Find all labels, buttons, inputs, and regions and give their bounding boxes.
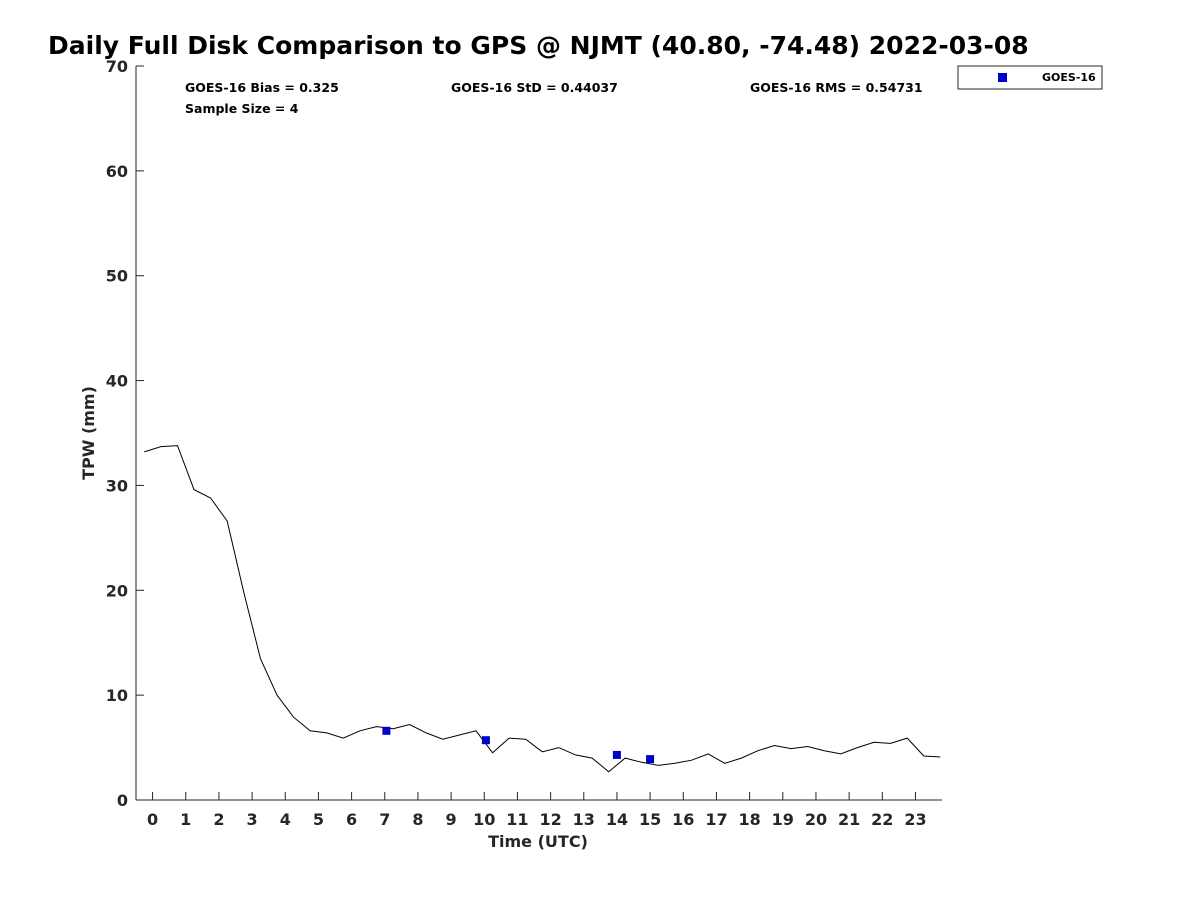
x-tick-label: 19: [772, 810, 794, 829]
x-tick-label: 1: [180, 810, 191, 829]
x-tick-label: 8: [412, 810, 423, 829]
x-tick-label: 21: [838, 810, 860, 829]
legend-box: [957, 65, 1103, 90]
legend-marker: [998, 73, 1007, 82]
gps-tpw-line: [144, 445, 941, 773]
x-tick-label: 23: [904, 810, 926, 829]
y-tick-label: 40: [106, 372, 128, 391]
x-tick-label: 3: [247, 810, 258, 829]
y-tick-label: 0: [117, 791, 128, 810]
y-tick-label: 70: [106, 57, 128, 76]
x-tick-label: 9: [446, 810, 457, 829]
y-tick-label: 50: [106, 267, 128, 286]
stat-std: GOES-16 StD = 0.44037: [451, 80, 618, 95]
x-tick-label: 12: [539, 810, 561, 829]
x-tick-label: 15: [639, 810, 661, 829]
y-tick-label: 20: [106, 581, 128, 600]
x-tick-label: 10: [473, 810, 495, 829]
x-tick-label: 13: [573, 810, 595, 829]
y-ticks: 0 10 20 30 40 50 60 70: [106, 57, 144, 810]
y-tick-label: 30: [106, 476, 128, 495]
y-tick-label: 60: [106, 162, 128, 181]
goes16-points: [382, 726, 655, 764]
x-axis-label: Time (UTC): [488, 832, 588, 851]
x-tick-label: 17: [705, 810, 727, 829]
x-tick-label: 5: [313, 810, 324, 829]
goes16-point: [481, 736, 490, 745]
x-tick-label: 20: [805, 810, 827, 829]
goes16-point: [612, 750, 621, 759]
x-tick-label: 14: [606, 810, 628, 829]
goes16-point: [646, 755, 655, 764]
x-tick-label: 18: [738, 810, 760, 829]
chart-title: Daily Full Disk Comparison to GPS @ NJMT…: [48, 31, 1029, 60]
goes16-point: [382, 726, 391, 735]
stat-bias: GOES-16 Bias = 0.325: [185, 80, 339, 95]
legend-label-goes16: GOES-16: [1042, 71, 1096, 84]
x-tick-label: 22: [871, 810, 893, 829]
x-ticks: 0 1 2 3 4 5 6 7 8 9 10 11 12 13 14 15 16 17 18 19 20 21 22 23: [147, 792, 927, 829]
x-tick-label: 0: [147, 810, 158, 829]
x-tick-label: 11: [506, 810, 528, 829]
y-tick-label: 10: [106, 686, 128, 705]
x-tick-label: 6: [346, 810, 357, 829]
x-tick-label: 7: [379, 810, 390, 829]
x-tick-label: 4: [280, 810, 291, 829]
y-axis-label: TPW (mm): [79, 386, 98, 480]
stat-rms: GOES-16 RMS = 0.54731: [750, 80, 923, 95]
x-tick-label: 2: [213, 810, 224, 829]
stat-sample-size: Sample Size = 4: [185, 101, 299, 116]
plot-area: 0 1 2 3 4 5 6 7 8 9 10 11 12 13 14 15 16 17 18 19 20 21 22 23 0…: [106, 57, 942, 829]
legend: GOES-16: [957, 65, 1103, 90]
x-tick-label: 16: [672, 810, 694, 829]
